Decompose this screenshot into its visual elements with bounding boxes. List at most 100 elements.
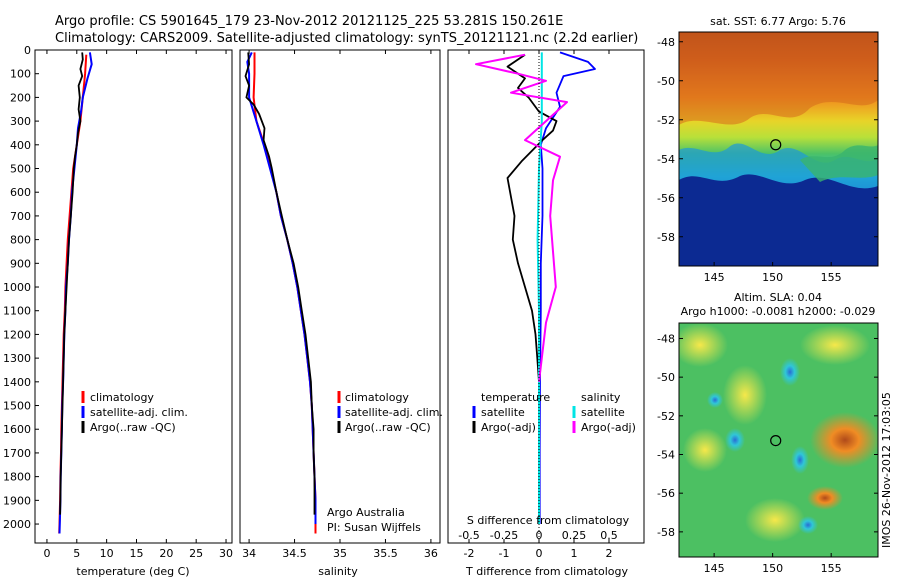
sst-map-panel: sat. SST: 6.77 Argo: 5.76 [657, 15, 879, 284]
map-y-label: -58 [657, 526, 675, 539]
temperature-legend: climatology satellite-adj. clim. Argo(..… [81, 391, 188, 434]
map-y-label: -56 [657, 487, 675, 500]
map-y-label: -48 [657, 332, 675, 345]
difference-panel: -2 -1 0 1 2 T difference from climatology S … [447, 49, 645, 578]
imos-timestamp: IMOS 26-Nov-2012 17:03:05 [880, 392, 893, 548]
temperature-frame [34, 49, 233, 544]
x-tick-label: 36 [424, 547, 438, 560]
s-tick-label: 0.25 [562, 529, 587, 542]
sla-argo-position-marker [770, 434, 782, 447]
legend-argo-label: Argo(..raw -QC) [90, 421, 176, 434]
y-tick-label: 1400 [3, 376, 31, 389]
y-tick-label: 200 [10, 91, 31, 104]
y-tick-label: 1100 [3, 305, 31, 318]
salinity-panel: 34 34.5 35 35.5 36 salinity climatology sate… [239, 49, 443, 578]
t-difference-xlabel: T difference from climatology [465, 565, 628, 578]
legend-argo-label: Argo(..raw -QC) [345, 421, 431, 434]
map-x-label: 145 [704, 271, 725, 284]
y-tick-label: 100 [10, 68, 31, 81]
map-y-label: -50 [657, 371, 675, 384]
y-tick-label: 500 [10, 163, 31, 176]
y-tick-label: 1700 [3, 447, 31, 460]
map-y-label: -54 [657, 449, 675, 462]
legend-satellite-label: satellite-adj. clim. [345, 406, 443, 419]
map-y-label: -54 [657, 153, 675, 166]
x-tick-label: 10 [100, 547, 114, 560]
y-tick-label: 1300 [3, 352, 31, 365]
y-tick-label: 900 [10, 257, 31, 270]
x-tick-label: -1 [499, 547, 510, 560]
x-tick-label: 20 [159, 547, 173, 560]
legend-temperature-title: temperature [481, 391, 550, 404]
sst-map-field [679, 32, 878, 266]
y-tick-label: 1000 [3, 281, 31, 294]
y-tick-label: 1900 [3, 494, 31, 507]
difference-legend-temperature: temperature satellite Argo(-adj) [472, 391, 550, 434]
x-tick-label: 5 [73, 547, 80, 560]
header-line-2: Climatology: CARS2009. Satellite-adjuste… [55, 31, 638, 46]
y-tick-label: 1800 [3, 471, 31, 484]
sla-map-title: Altim. SLA: 0.04 [734, 291, 822, 304]
difference-legend-salinity: salinity satellite Argo(-adj) [572, 391, 636, 434]
x-tick-label: 34 [242, 547, 256, 560]
y-tick-label: 700 [10, 210, 31, 223]
sst-map-frame [678, 31, 879, 267]
map-y-label: -50 [657, 75, 675, 88]
temperature-panel: 0100200300400500600700800900100011001200… [3, 44, 233, 578]
y-tick-label: 0 [24, 44, 31, 57]
legend-satellite-label: satellite-adj. clim. [90, 406, 188, 419]
legend-s-argo-label: Argo(-adj) [581, 421, 636, 434]
legend-t-argo-label: Argo(-adj) [481, 421, 536, 434]
map-y-label: -58 [657, 231, 675, 244]
legend-climatology-label: climatology [345, 391, 409, 404]
s-tick-label: -0.25 [490, 529, 518, 542]
s-tick-label: 0.5 [600, 529, 618, 542]
series-line-argo-raw-qc [244, 52, 316, 515]
y-tick-label: 1600 [3, 423, 31, 436]
x-tick-label: 30 [219, 547, 233, 560]
series-line-salinity-satellite [536, 52, 543, 524]
x-tick-label: 0 [536, 547, 543, 560]
difference-frame [447, 49, 645, 544]
x-tick-label: 1 [571, 547, 578, 560]
salinity-legend: climatology satellite-adj. clim. Argo(..… [337, 391, 443, 434]
annotation-argo-australia: Argo Australia [327, 506, 405, 519]
x-tick-label: -2 [464, 547, 475, 560]
temperature-xlabel: temperature (deg C) [76, 565, 189, 578]
annotation-pi-name: PI: Susan Wijffels [327, 521, 421, 534]
x-tick-label: 15 [129, 547, 143, 560]
y-tick-label: 2000 [3, 518, 31, 531]
s-difference-label: S difference from climatology [467, 514, 630, 527]
y-tick-label: 800 [10, 234, 31, 247]
sst-map-title: sat. SST: 6.77 Argo: 5.76 [710, 15, 846, 28]
series-line-argo-raw-qc [59, 52, 84, 515]
map-x-label: 150 [762, 271, 783, 284]
x-tick-label: 35.5 [373, 547, 398, 560]
legend-climatology-label: climatology [90, 391, 154, 404]
y-tick-label: 1200 [3, 328, 31, 341]
map-y-label: -52 [657, 114, 675, 127]
x-tick-label: 0 [43, 547, 50, 560]
sla-map-panel: Altim. SLA: 0.04 Argo h1000: -0.0081 h20… [657, 291, 879, 575]
s-tick-label: 0 [536, 529, 543, 542]
x-tick-label: 2 [606, 547, 613, 560]
map-y-label: -48 [657, 36, 675, 49]
map-x-label: 155 [821, 562, 842, 575]
y-tick-label: 400 [10, 139, 31, 152]
x-tick-label: 34.5 [282, 547, 307, 560]
x-tick-label: 25 [189, 547, 203, 560]
sst-argo-position-marker [770, 139, 782, 151]
legend-salinity-title: salinity [581, 391, 621, 404]
y-tick-label: 600 [10, 186, 31, 199]
salinity-xlabel: salinity [318, 565, 358, 578]
sla-map-field [679, 323, 878, 557]
x-tick-label: 35 [333, 547, 347, 560]
y-tick-label: 1500 [3, 400, 31, 413]
map-y-label: -52 [657, 410, 675, 423]
map-x-label: 145 [704, 562, 725, 575]
header-line-1: Argo profile: CS 5901645_179 23-Nov-2012… [55, 14, 563, 29]
s-tick-label: -0.5 [458, 529, 479, 542]
sla-map-frame [678, 322, 879, 558]
map-x-label: 155 [821, 271, 842, 284]
